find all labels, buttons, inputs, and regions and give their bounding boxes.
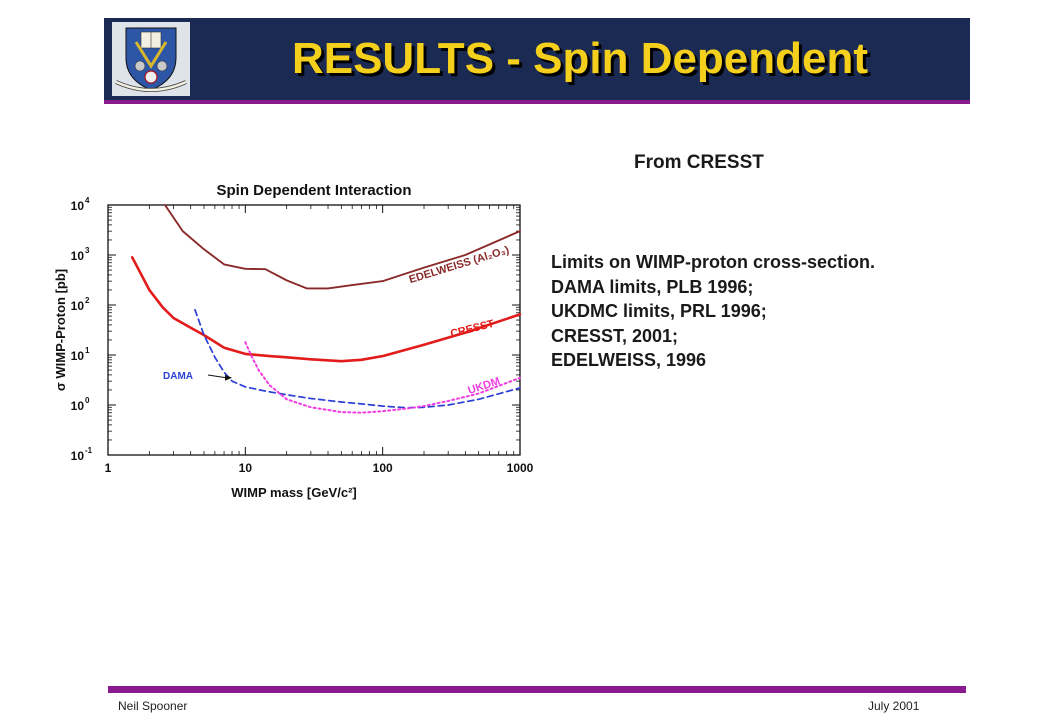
dama-annotation-arrowhead [225,374,233,381]
dama-annotation-arrow [207,374,227,379]
series-line-edelweiss [164,204,521,290]
series-line-cresst [130,256,522,363]
notes-list: Limits on WIMP-proton cross-section. DAM… [551,250,875,373]
source-heading: From CRESST [634,152,764,173]
university-crest-icon [112,22,190,96]
plot-frame [107,204,521,456]
y-tick-label-exponent: -1 [85,446,93,455]
note-line: UKDMC limits, PRL 1996; [551,301,767,321]
y-tick-label-exponent: 2 [85,296,90,305]
footer-divider [108,686,966,693]
y-axis-label: σ WIMP-Proton [pb] [53,269,68,391]
header-divider [104,100,970,104]
header-bar [104,18,970,100]
y-tick-label-exponent: 0 [85,396,90,405]
y-tick-label-exponent: 4 [85,196,90,205]
y-tick-label-base: 10 [71,249,85,263]
y-tick-label-base: 10 [71,399,85,413]
slide-title: RESULTS - Spin Dependent [291,34,869,83]
x-tick-label: 1 [105,461,112,475]
series-line-dama [194,308,521,409]
x-tick-label: 10 [239,461,253,475]
note-line: EDELWEISS, 1996 [551,350,707,370]
x-axis-label: WIMP mass [GeV/c²] [231,485,356,500]
x-tick-label: 100 [373,461,393,475]
note-line: DAMA limits, PLB 1996; [551,276,754,297]
y-tick-label-base: 10 [71,299,85,313]
y-tick-label-base: 10 [71,449,85,463]
y-tick-label-base: 10 [71,349,85,363]
series-label-cresst: CRESST [449,318,495,341]
y-tick-label-exponent: 1 [85,346,90,355]
note-line: Limits on WIMP-proton cross-section. [551,252,876,272]
footer-date: July 2001 [868,699,920,713]
footer-author: Neil Spooner [118,699,188,713]
x-tick-label: 1000 [507,461,534,475]
y-tick-label-base: 10 [71,199,85,213]
note-line: CRESST, 2001; [551,325,679,346]
chart-title: Spin Dependent Interaction [216,182,411,199]
dama-annotation-label: DAMA [163,371,193,382]
series-line-ukdmc [244,341,521,414]
y-tick-label-exponent: 3 [85,246,90,255]
series-label-edelweiss: EDELWEISS (Al₂O₃) [408,244,511,286]
